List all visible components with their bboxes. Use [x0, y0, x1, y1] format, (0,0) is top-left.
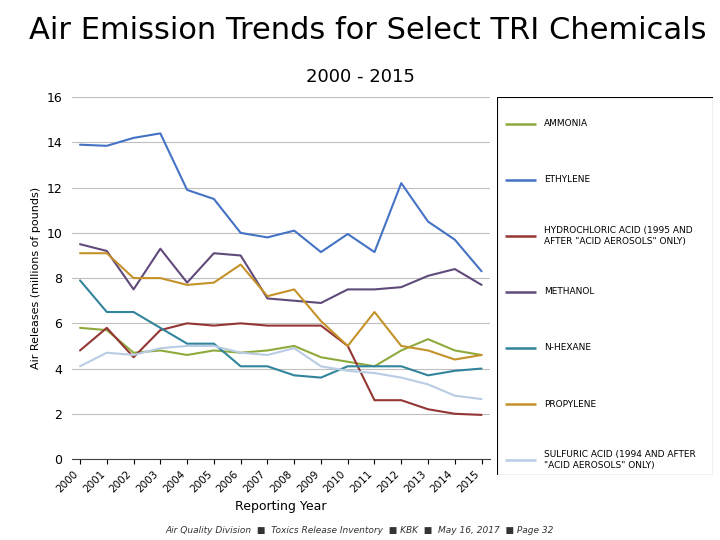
Text: SULFURIC ACID (1994 AND AFTER
"ACID AEROSOLS" ONLY): SULFURIC ACID (1994 AND AFTER "ACID AERO…: [544, 450, 696, 470]
Text: METHANOL: METHANOL: [544, 287, 595, 296]
Text: PROPYLENE: PROPYLENE: [544, 400, 596, 408]
Text: Air Quality Division  ■  Toxics Release Inventory  ■ KBK  ■  May 16, 2017  ■ Pag: Air Quality Division ■ Toxics Release In…: [166, 525, 554, 535]
Y-axis label: Air Releases (millions of pounds): Air Releases (millions of pounds): [31, 187, 41, 369]
Text: HYDROCHLORIC ACID (1995 AND
AFTER "ACID AEROSOLS" ONLY): HYDROCHLORIC ACID (1995 AND AFTER "ACID …: [544, 226, 693, 246]
Text: 2000 - 2015: 2000 - 2015: [305, 68, 415, 85]
Text: AMMONIA: AMMONIA: [544, 119, 588, 128]
Text: Air Emission Trends for Select TRI Chemicals: Air Emission Trends for Select TRI Chemi…: [29, 16, 706, 45]
X-axis label: Reporting Year: Reporting Year: [235, 500, 327, 513]
FancyBboxPatch shape: [497, 97, 713, 475]
Text: N-HEXANE: N-HEXANE: [544, 343, 591, 353]
Text: ETHYLENE: ETHYLENE: [544, 175, 590, 184]
